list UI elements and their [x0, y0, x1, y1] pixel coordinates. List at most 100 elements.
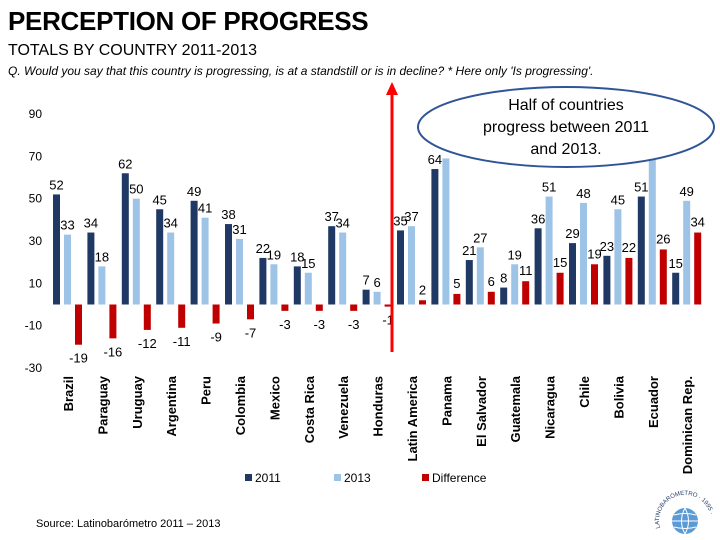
data-label-2011: 64 — [428, 152, 442, 167]
category-label: Colombia — [233, 375, 248, 435]
data-label-2011: 51 — [634, 180, 648, 195]
data-label-difference: -12 — [138, 336, 157, 351]
bar-difference-14 — [556, 272, 564, 305]
bar-2011-2 — [121, 173, 129, 305]
bar-difference-15 — [591, 264, 598, 305]
data-label-difference: -19 — [69, 351, 88, 366]
category-label: Latin America — [405, 375, 420, 461]
bar-2013-11 — [442, 158, 450, 305]
page-subtitle: TOTALS BY COUNTRY 2011-2013 — [8, 42, 258, 59]
y-tick-label: 30 — [29, 234, 43, 248]
data-label-2013: 27 — [473, 230, 487, 245]
legend-swatch-2013 — [334, 474, 341, 481]
data-label-difference: 6 — [488, 274, 495, 289]
bar-difference-1 — [109, 304, 117, 339]
bar-2013-14 — [545, 196, 553, 305]
data-label-2011: 36 — [531, 211, 545, 226]
data-label-2011: 18 — [290, 249, 304, 264]
category-label: Uruguay — [130, 375, 145, 429]
category-label: Bolivia — [611, 375, 626, 418]
page-title: PERCEPTION OF PROGRESS — [8, 6, 369, 36]
category-label: Guatemala — [508, 375, 523, 442]
bar-2013-6 — [270, 264, 278, 305]
category-label: Costa Rica — [302, 375, 317, 443]
data-label-2011: 62 — [118, 156, 132, 171]
data-label-difference: 11 — [519, 263, 533, 278]
data-label-2013: 33 — [60, 218, 74, 233]
data-label-2011: 52 — [49, 177, 63, 192]
data-label-2013: 6 — [373, 275, 380, 290]
bar-2011-13 — [500, 287, 508, 305]
bar-difference-5 — [247, 304, 254, 320]
y-tick-label: 50 — [29, 192, 43, 206]
bar-2013-15 — [580, 202, 587, 305]
bar-2011-6 — [259, 257, 267, 305]
data-label-2013: 48 — [576, 186, 590, 201]
data-label-2013: 37 — [404, 209, 418, 224]
bar-2011-17 — [637, 196, 645, 305]
bar-difference-12 — [487, 291, 495, 305]
data-label-2011: 21 — [462, 243, 476, 258]
bar-2011-4 — [190, 200, 198, 305]
category-label: Nicaragua — [543, 375, 558, 439]
data-label-2011: 38 — [221, 207, 235, 222]
data-label-difference: 2 — [419, 282, 426, 297]
bar-2013-17 — [648, 141, 656, 305]
bar-2013-13 — [511, 264, 519, 305]
bar-2013-12 — [476, 247, 484, 305]
bar-2013-10 — [408, 226, 415, 305]
bar-difference-18 — [694, 232, 702, 305]
category-label: Argentina — [164, 375, 179, 436]
bar-difference-7 — [315, 304, 323, 311]
bar-2011-11 — [431, 169, 439, 305]
data-label-difference: -1 — [382, 313, 394, 328]
y-tick-label: 70 — [29, 149, 43, 163]
data-label-difference: 19 — [587, 246, 601, 261]
data-label-2013: 34 — [163, 216, 177, 231]
bar-2011-12 — [465, 260, 473, 305]
labels-layer: 5233-193418-166250-124534-114941-93831-7… — [49, 152, 705, 366]
data-label-2013: 19 — [267, 247, 281, 262]
category-label: Chile — [577, 376, 592, 408]
data-label-difference: 22 — [622, 240, 636, 255]
bar-2011-0 — [53, 194, 60, 305]
data-label-2011: 49 — [187, 184, 201, 199]
category-label: Brazil — [61, 376, 76, 411]
category-label: Venezuela — [336, 375, 351, 439]
bar-2011-7 — [293, 266, 301, 305]
y-tick-label: 10 — [29, 276, 43, 290]
data-label-2013: 45 — [611, 192, 625, 207]
category-label: Mexico — [267, 376, 282, 420]
source-note: Source: Latinobarómetro 2011 – 2013 — [36, 518, 221, 530]
data-label-difference: -3 — [314, 317, 326, 332]
y-tick-label: -30 — [25, 361, 43, 375]
bar-2013-16 — [614, 209, 622, 305]
bar-difference-8 — [350, 304, 358, 311]
data-label-difference: -9 — [210, 330, 222, 345]
data-label-2013: 49 — [679, 184, 693, 199]
callout-ellipse — [417, 86, 715, 168]
data-label-2011: 35 — [393, 213, 407, 228]
data-label-difference: 26 — [656, 231, 670, 246]
data-label-2011: 34 — [84, 216, 98, 231]
bar-2011-10 — [397, 230, 404, 305]
category-label: Paraguay — [95, 375, 110, 434]
data-label-difference: -7 — [245, 325, 257, 340]
bar-difference-11 — [453, 293, 461, 305]
data-label-2011: 7 — [362, 273, 369, 288]
bar-2013-2 — [132, 198, 140, 305]
bar-2013-18 — [683, 200, 691, 305]
bar-difference-13 — [522, 281, 530, 305]
bar-2011-18 — [672, 272, 680, 305]
callout: Half of countries progress between 2011 … — [417, 86, 715, 168]
data-label-2011: 37 — [324, 209, 338, 224]
bar-difference-17 — [659, 249, 667, 305]
bar-2011-16 — [603, 255, 611, 305]
data-label-difference: -3 — [279, 317, 291, 332]
legend-label-difference: Difference — [432, 471, 487, 485]
data-label-2013: 18 — [95, 249, 109, 264]
bar-difference-0 — [75, 304, 82, 345]
data-label-2013: 41 — [198, 201, 212, 216]
bar-2011-9 — [362, 289, 370, 305]
